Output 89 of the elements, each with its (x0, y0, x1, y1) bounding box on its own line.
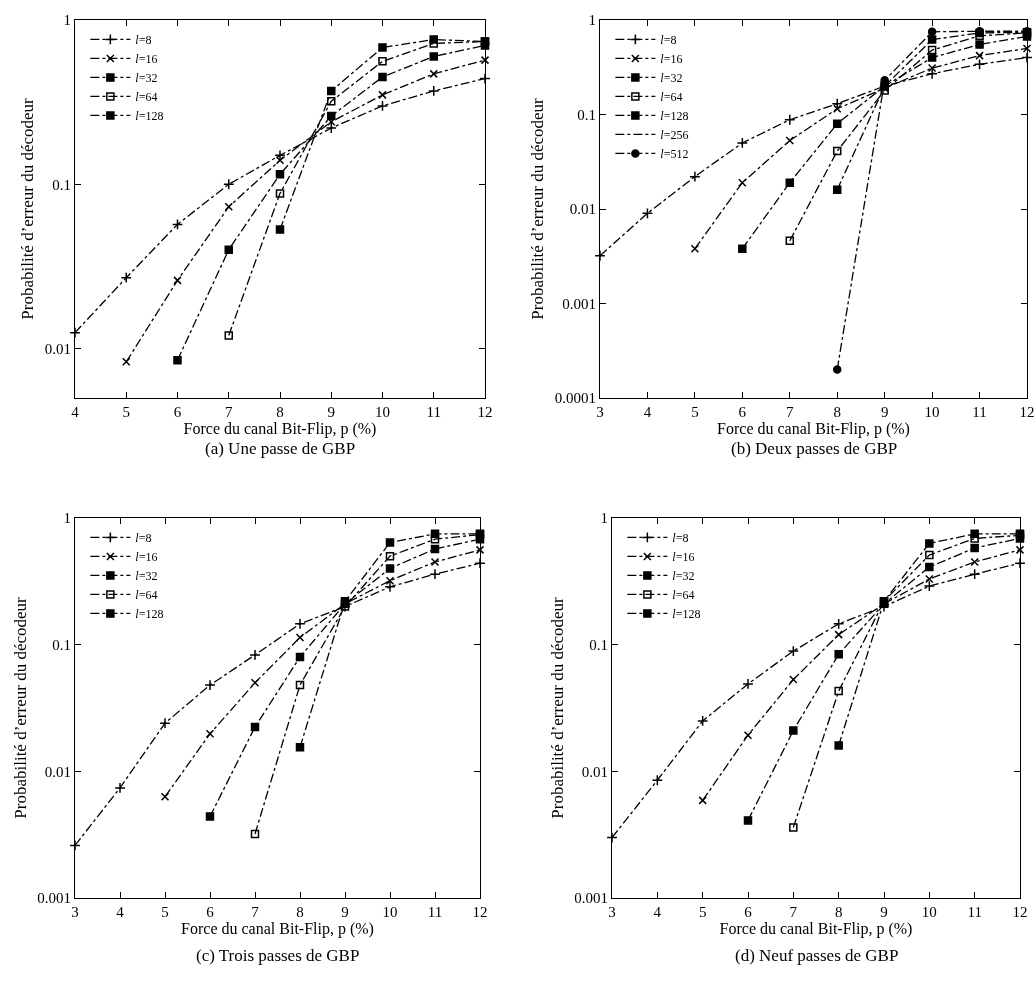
legend-label: l=16 (672, 550, 695, 565)
x-axis-title: Force du canal Bit-Flip, p (%) (719, 920, 913, 938)
y-tick-label: 0.1 (52, 636, 71, 653)
x-tick-label: 9 (327, 404, 335, 420)
legend-label: l=128 (135, 607, 164, 622)
legend-label: l=32 (135, 569, 158, 584)
legend-label: l=8 (135, 33, 152, 48)
legend-label: l=128 (672, 607, 701, 622)
x-tick-label: 3 (71, 904, 79, 920)
legend-label: l=32 (660, 71, 683, 86)
legend-label: l=512 (660, 147, 689, 162)
y-tick-label: 0.001 (562, 295, 596, 312)
y-axis-title: Probabilité d’erreur du décodeur (18, 97, 38, 320)
x-tick-label: 7 (225, 404, 233, 420)
y-tick-label: 0.01 (569, 201, 596, 218)
x-tick-label: 12 (477, 404, 493, 420)
x-tick-label: 11 (972, 404, 987, 420)
legend-label: l=8 (660, 33, 677, 48)
y-tick-label: 1 (588, 12, 596, 29)
x-tick-label: 8 (834, 904, 843, 920)
text: (b) Deux passes de GBP (731, 439, 898, 458)
y-tick-label: 0.01 (44, 763, 71, 780)
x-tick-label: 4 (71, 404, 80, 420)
x-tick-label: 11 (426, 404, 441, 420)
x-tick-label: 3 (596, 404, 604, 420)
y-tick-label: 0.1 (577, 106, 596, 123)
y-tick-label: 1 (63, 510, 71, 527)
legend-label: l=64 (660, 90, 683, 105)
x-axis-title: Force du canal Bit-Flip, p (%) (717, 420, 910, 438)
y-tick-label: 0.01 (581, 763, 608, 780)
legend-label: l=16 (135, 52, 158, 67)
x-tick-label: 10 (924, 404, 940, 420)
x-tick-label: 12 (1019, 404, 1035, 420)
legend-label: l=256 (660, 128, 689, 143)
legend-label: l=32 (135, 71, 158, 86)
x-tick-label: 9 (880, 404, 889, 420)
x-tick-label: 8 (276, 404, 284, 420)
x-tick-label: 10 (375, 404, 390, 420)
text: (d) Neuf passes de GBP (735, 946, 899, 965)
text: (c) Trois passes de GBP (196, 946, 360, 965)
legend-label: l=64 (672, 588, 695, 603)
y-tick-label: 0.0001 (554, 390, 596, 407)
y-tick-label: 0.1 (589, 636, 608, 653)
x-tick-label: 5 (161, 904, 169, 920)
x-tick-label: 6 (744, 904, 753, 920)
legend-label: l=8 (135, 531, 152, 546)
y-tick-label: 0.001 (574, 890, 608, 907)
legend-label: l=64 (135, 90, 158, 105)
x-tick-label: 10 (921, 904, 937, 920)
legend-label: l=64 (135, 588, 158, 603)
legend-label: l=128 (135, 109, 164, 124)
x-tick-label: 9 (880, 904, 888, 920)
x-tick-label: 10 (382, 904, 398, 920)
x-tick-label: 5 (698, 904, 707, 920)
y-tick-label: 0.01 (44, 340, 71, 357)
y-axis-title: Probabilité d’erreur du décodeur (547, 596, 567, 819)
x-tick-label: 6 (173, 404, 182, 420)
x-tick-label: 8 (296, 904, 304, 920)
y-axis-title: Probabilité d’erreur du décodeur (10, 596, 30, 819)
x-tick-label: 9 (341, 904, 349, 920)
x-tick-label: 4 (643, 404, 652, 420)
x-tick-label: 4 (116, 904, 125, 920)
legend-label: l=128 (660, 109, 689, 124)
legend-label: l=16 (135, 550, 158, 565)
x-tick-label: 3 (608, 904, 616, 920)
x-tick-label: 7 (786, 404, 795, 420)
x-axis-title: Force du canal Bit-Flip, p (%) (181, 920, 374, 938)
legend-label: l=8 (672, 531, 689, 546)
x-tick-label: 5 (122, 404, 130, 420)
x-tick-label: 6 (738, 404, 747, 420)
y-tick-label: 0.001 (37, 890, 71, 907)
x-tick-label: 11 (967, 904, 982, 920)
y-tick-label: 1 (63, 12, 71, 29)
y-tick-label: 1 (600, 510, 608, 527)
x-tick-label: 8 (833, 404, 841, 420)
x-tick-label: 12 (1012, 904, 1028, 920)
y-axis-title: Probabilité d’erreur du décodeur (528, 97, 548, 320)
x-axis-title: Force du canal Bit-Flip, p (%) (183, 420, 377, 438)
x-tick-label: 7 (251, 904, 260, 920)
x-tick-label: 12 (472, 904, 488, 920)
y-tick-label: 0.1 (52, 176, 71, 193)
text: (a) Une passe de GBP (205, 439, 356, 458)
legend-label: l=32 (672, 569, 695, 584)
legend-label: l=16 (660, 52, 683, 67)
x-tick-label: 5 (691, 404, 699, 420)
x-tick-label: 7 (789, 904, 798, 920)
x-tick-label: 4 (653, 904, 662, 920)
x-tick-label: 6 (206, 904, 215, 920)
x-tick-label: 11 (427, 904, 443, 920)
